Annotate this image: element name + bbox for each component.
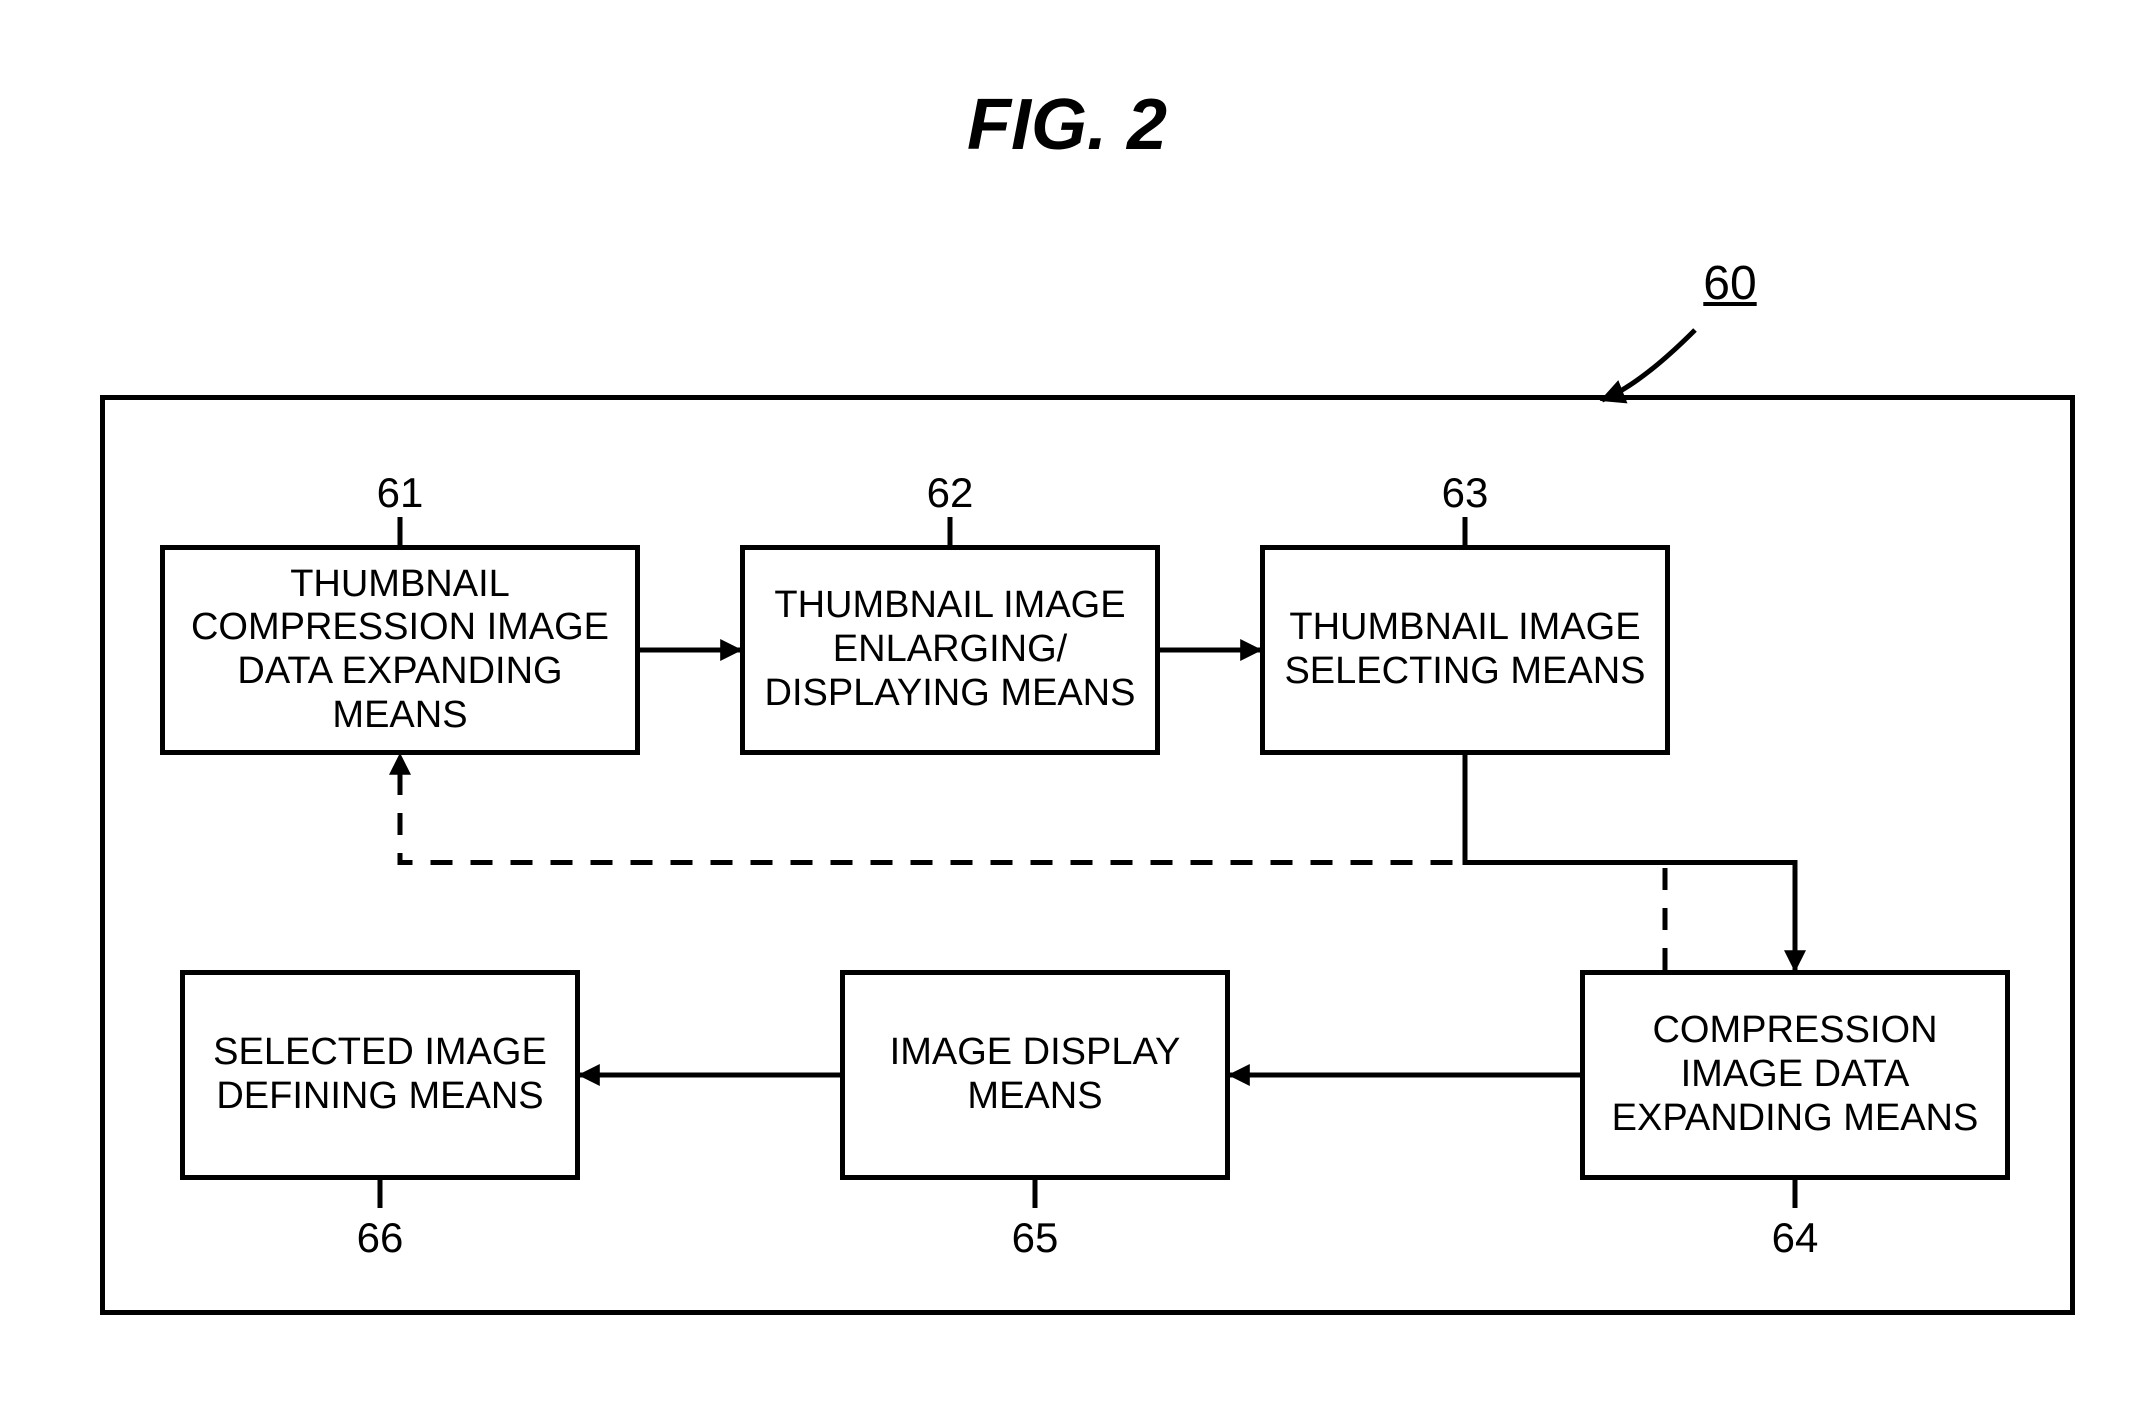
figure-canvas: FIG. 2 THUMBNAILCOMPRESSION IMAGEDATA EX… xyxy=(0,0,2135,1425)
ref-num-66: 66 xyxy=(340,1214,420,1262)
figure-title: FIG. 2 xyxy=(867,84,1267,166)
block-65: IMAGE DISPLAYMEANS xyxy=(840,970,1230,1180)
block-62: THUMBNAIL IMAGEENLARGING/DISPLAYING MEAN… xyxy=(740,545,1160,755)
ref-num-63: 63 xyxy=(1425,469,1505,517)
block-62-label: THUMBNAIL IMAGEENLARGING/DISPLAYING MEAN… xyxy=(765,584,1136,715)
block-65-label: IMAGE DISPLAYMEANS xyxy=(890,1031,1181,1118)
block-64-label: COMPRESSIONIMAGE DATAEXPANDING MEANS xyxy=(1612,1009,1979,1140)
ref-num-61: 61 xyxy=(360,469,440,517)
block-64: COMPRESSIONIMAGE DATAEXPANDING MEANS xyxy=(1580,970,2010,1180)
block-66: SELECTED IMAGEDEFINING MEANS xyxy=(180,970,580,1180)
ref-num-64: 64 xyxy=(1755,1214,1835,1262)
block-61-label: THUMBNAILCOMPRESSION IMAGEDATA EXPANDING… xyxy=(175,563,625,738)
block-61: THUMBNAILCOMPRESSION IMAGEDATA EXPANDING… xyxy=(160,545,640,755)
ref-num-65: 65 xyxy=(995,1214,1075,1262)
block-66-label: SELECTED IMAGEDEFINING MEANS xyxy=(213,1031,547,1118)
ref-num-62: 62 xyxy=(910,469,990,517)
system-leader-arrow xyxy=(1602,330,1695,400)
block-63-label: THUMBNAIL IMAGESELECTING MEANS xyxy=(1284,606,1645,693)
block-63: THUMBNAIL IMAGESELECTING MEANS xyxy=(1260,545,1670,755)
system-ref-num: 60 xyxy=(1690,256,1770,311)
